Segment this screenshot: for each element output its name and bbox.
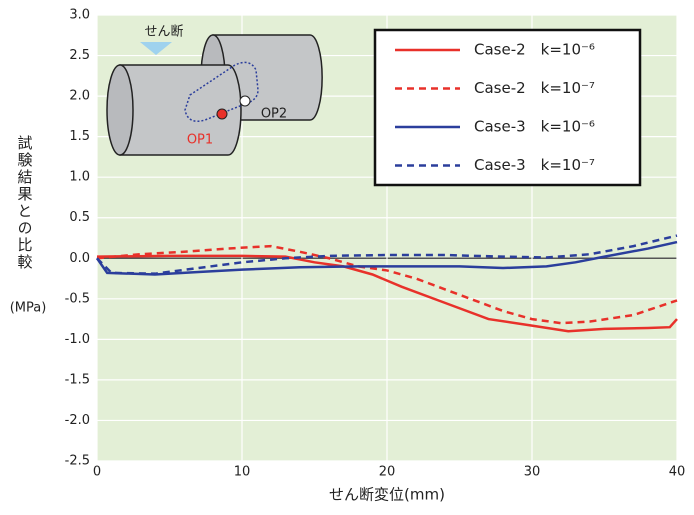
y-tick-label: -2.5 [65, 454, 90, 469]
y-tick-label: 1.0 [69, 170, 90, 185]
y-axis-label: 試験結果との比較 [16, 135, 34, 271]
x-tick-label: 40 [669, 465, 686, 480]
inset-diagram [106, 34, 323, 156]
series-line [96, 254, 678, 333]
annotation: OP1 [187, 133, 213, 148]
y-tick-label: -1.0 [65, 332, 90, 347]
x-tick-label: 20 [379, 465, 396, 480]
legend [373, 28, 642, 187]
annotation: せん断 [144, 25, 183, 40]
series-line [95, 240, 678, 276]
annotation: OP2 [261, 107, 287, 122]
series-line [96, 234, 678, 275]
y-tick-label: 3.0 [69, 8, 90, 23]
y-tick-label: 2.5 [69, 48, 90, 63]
x-tick-label: 10 [234, 465, 251, 480]
y-tick-label: -2.0 [65, 413, 90, 428]
series-line [96, 244, 678, 325]
x-tick-label: 30 [524, 465, 541, 480]
y-tick-label: 1.5 [69, 129, 90, 144]
y-tick-label: -0.5 [65, 291, 90, 306]
y-axis-unit: (MPa) [10, 301, 47, 316]
legend-label: Case-2 k=10⁻⁶ [474, 41, 595, 59]
y-tick-label: 0.0 [69, 251, 90, 266]
y-tick-label: -1.5 [65, 372, 90, 387]
x-tick-label: 0 [93, 465, 101, 480]
y-tick-label: 2.0 [69, 89, 90, 104]
y-tick-label: 0.5 [69, 210, 90, 225]
legend-label: Case-3 k=10⁻⁷ [474, 156, 595, 174]
legend-label: Case-2 k=10⁻⁷ [474, 79, 595, 97]
legend-label: Case-3 k=10⁻⁶ [474, 118, 595, 136]
x-axis-label: せん断変位(mm) [329, 486, 445, 504]
